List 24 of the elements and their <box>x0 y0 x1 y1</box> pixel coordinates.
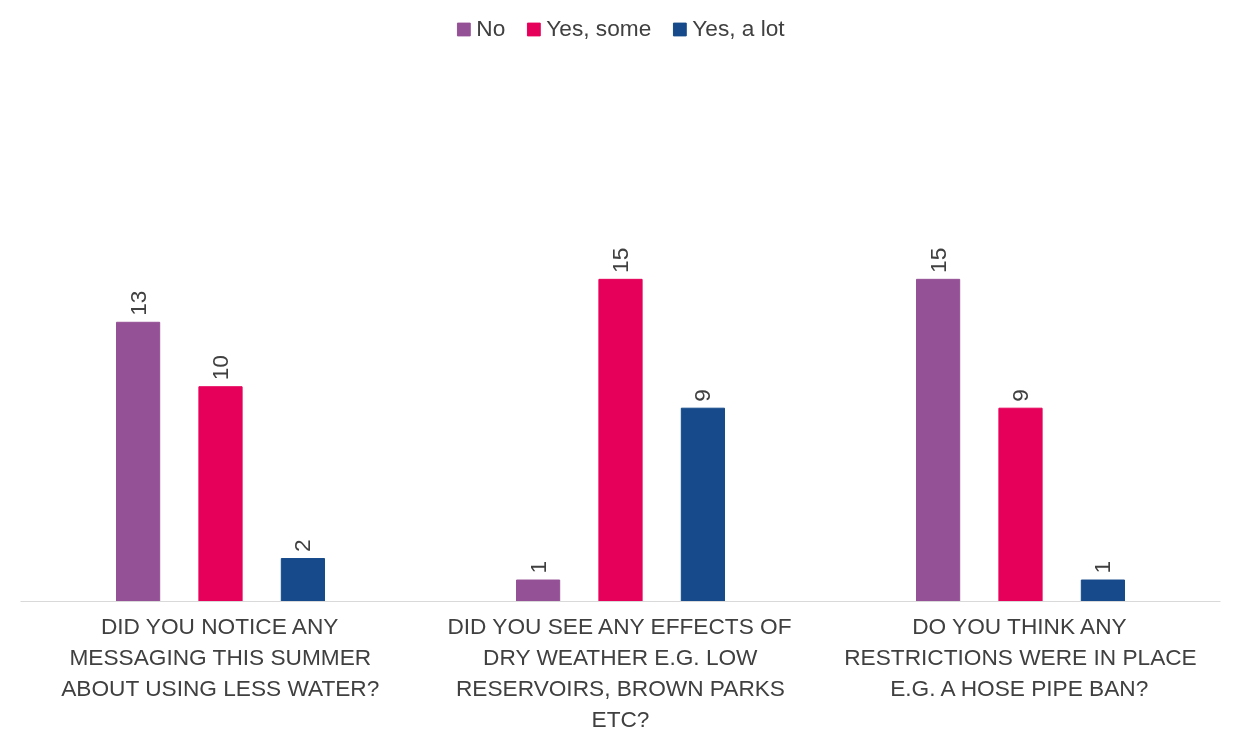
bar <box>998 407 1043 602</box>
legend-label: Yes, some <box>546 15 652 42</box>
bar <box>516 579 561 602</box>
bar <box>680 407 725 602</box>
data-label: 9 <box>1007 389 1033 402</box>
data-label: 1 <box>1089 560 1116 574</box>
data-label: 1 <box>524 560 551 574</box>
data-label: 15 <box>924 247 951 273</box>
data-label: 10 <box>207 355 233 381</box>
bar <box>598 278 643 602</box>
bar <box>916 278 961 602</box>
bar <box>116 321 161 602</box>
bar <box>198 386 243 602</box>
data-label: 13 <box>124 290 151 316</box>
bar <box>280 558 325 602</box>
x-tick-label: DO YOU THINK ANY RESTRICTIONS WERE IN PLACE E.G. A HOSE PIPE BAN? <box>844 612 1197 701</box>
data-label: 2 <box>289 539 316 553</box>
data-label: 15 <box>607 247 633 273</box>
legend-label: Yes, a lot <box>692 15 785 42</box>
bar <box>1080 579 1125 602</box>
data-label: 9 <box>689 389 716 402</box>
legend-label: No <box>476 15 506 42</box>
x-tick-label: DID YOU NOTICE ANY MESSAGING THIS SUMMER ABOUT USING LESS WATER? <box>61 612 380 701</box>
x-tick-label: DID YOU SEE ANY EFFECTS OF DRY WEATHER E.G. LOW RESERVOIRS, BROWN PARKS ETC? <box>447 612 792 733</box>
